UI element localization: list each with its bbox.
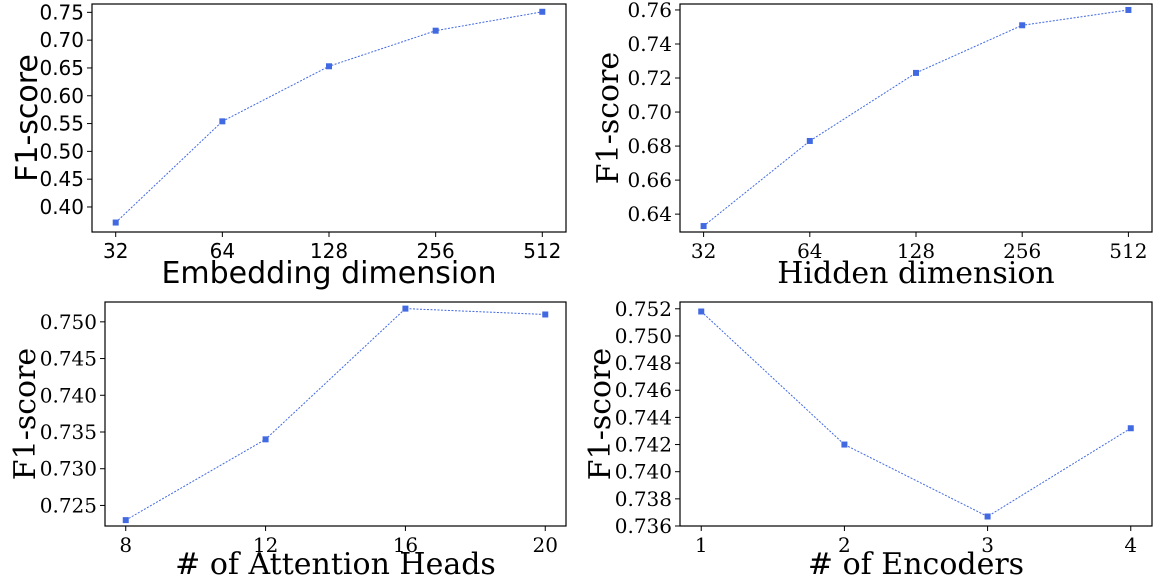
y-tick-label: 0.65: [39, 56, 84, 80]
series-line: [115, 11, 543, 223]
y-tick-label: 0.72: [627, 66, 672, 90]
x-tick-label: 512: [523, 239, 561, 263]
x-tick-label: 1: [695, 533, 708, 557]
x-tick-label: 16: [393, 533, 418, 557]
y-tick-label: 0.744: [615, 405, 672, 429]
data-point: [841, 441, 848, 448]
chart-attention-heads: 0.725 0.730 0.735 0.740 0.745 0.750 8 12 16 20 # o…: [8, 301, 567, 581]
y-tick-label: 0.64: [627, 202, 672, 226]
y-tick-label: 0.60: [39, 84, 84, 108]
y-tick-label: 0.66: [627, 168, 672, 192]
data-point: [539, 8, 546, 15]
y-tick-label: 0.736: [615, 514, 672, 538]
y-tick-label: 0.748: [615, 351, 672, 375]
x-tick-label: 32: [103, 239, 128, 263]
y-tick-label: 0.74: [627, 32, 672, 56]
x-axis-label: # of Encoders: [808, 547, 1024, 581]
plot-frame: [679, 3, 1153, 233]
y-tick-label: 0.70: [627, 100, 672, 124]
data-point: [432, 27, 439, 34]
y-axis-label: F1-score: [583, 348, 618, 480]
y-tick-label: 0.740: [40, 383, 97, 407]
y-tick-label: 0.750: [615, 324, 672, 348]
x-tick-label: 256: [417, 239, 455, 263]
data-point: [326, 63, 332, 70]
y-tick-label: 0.45: [39, 167, 84, 191]
x-tick-label: 128: [897, 239, 935, 263]
y-tick-label: 0.735: [40, 420, 97, 444]
data-point: [806, 137, 813, 144]
y-tick-label: 0.55: [39, 112, 84, 136]
data-point: [700, 223, 707, 230]
x-tick-label: 2: [838, 533, 851, 557]
y-tick-label: 0.738: [615, 487, 672, 511]
chart-embedding-dimension: 0.40 0.45 0.50 0.55 0.60 0.65 0.70 0.75 32 64 128 2…: [10, 0, 567, 291]
data-point: [913, 69, 919, 76]
data-point: [262, 436, 269, 443]
y-axis-label: F1-score: [8, 348, 43, 480]
x-tick-label: 4: [1124, 533, 1137, 557]
y-tick-label: 0.742: [615, 433, 672, 457]
y-tick-label: 0.40: [39, 195, 84, 219]
data-point: [112, 219, 119, 226]
chart-encoders: 0.736 0.738 0.740 0.742 0.744 0.746 0.748 0.750…: [583, 297, 1153, 581]
data-point: [1127, 425, 1134, 432]
y-axis-label: F1-score: [591, 52, 626, 184]
y-tick-label: 0.745: [40, 347, 97, 371]
y-tick-label: 0.68: [627, 134, 672, 158]
x-axis-label: Hidden dimension: [777, 256, 1054, 291]
plot-frame: [679, 301, 1153, 527]
series-line: [703, 9, 1129, 227]
data-point: [219, 118, 226, 125]
data-point: [984, 513, 991, 520]
plot-frame: [91, 3, 567, 233]
x-tick-label: 12: [253, 533, 278, 557]
data-point: [1019, 22, 1026, 29]
x-axis-label: # of Attention Heads: [175, 547, 496, 581]
y-tick-label: 0.725: [40, 493, 97, 517]
y-tick-label: 0.752: [615, 297, 672, 321]
plot-frame: [104, 301, 567, 527]
x-tick-label: 512: [1109, 239, 1147, 263]
x-tick-label: 32: [691, 239, 716, 263]
x-axis-label: Embedding dimension: [161, 256, 496, 291]
data-point: [698, 308, 705, 315]
data-point: [1125, 6, 1132, 13]
y-tick-label: 0.75: [39, 0, 84, 24]
x-tick-label: 3: [981, 533, 994, 557]
data-point: [402, 305, 409, 312]
y-tick-label: 0.76: [627, 0, 672, 22]
series-line: [125, 308, 546, 521]
y-tick-label: 0.730: [40, 457, 97, 481]
data-point: [122, 517, 129, 524]
y-tick-label: 0.746: [615, 378, 672, 402]
chart-hidden-dimension: 0.64 0.66 0.68 0.70 0.72 0.74 0.76 32 64 128 256 51…: [591, 0, 1153, 291]
y-tick-label: 0.750: [40, 310, 97, 334]
x-tick-label: 128: [310, 239, 348, 263]
x-tick-label: 64: [210, 239, 235, 263]
y-tick-label: 0.740: [615, 460, 672, 484]
y-tick-label: 0.70: [39, 28, 84, 52]
x-tick-label: 8: [119, 533, 132, 557]
y-tick-label: 0.50: [39, 139, 84, 163]
y-axis-label: F1-score: [10, 54, 45, 182]
x-tick-label: 64: [797, 239, 822, 263]
data-point: [542, 311, 549, 318]
x-tick-label: 20: [533, 533, 558, 557]
x-tick-label: 256: [1003, 239, 1041, 263]
series-line: [700, 311, 1132, 518]
